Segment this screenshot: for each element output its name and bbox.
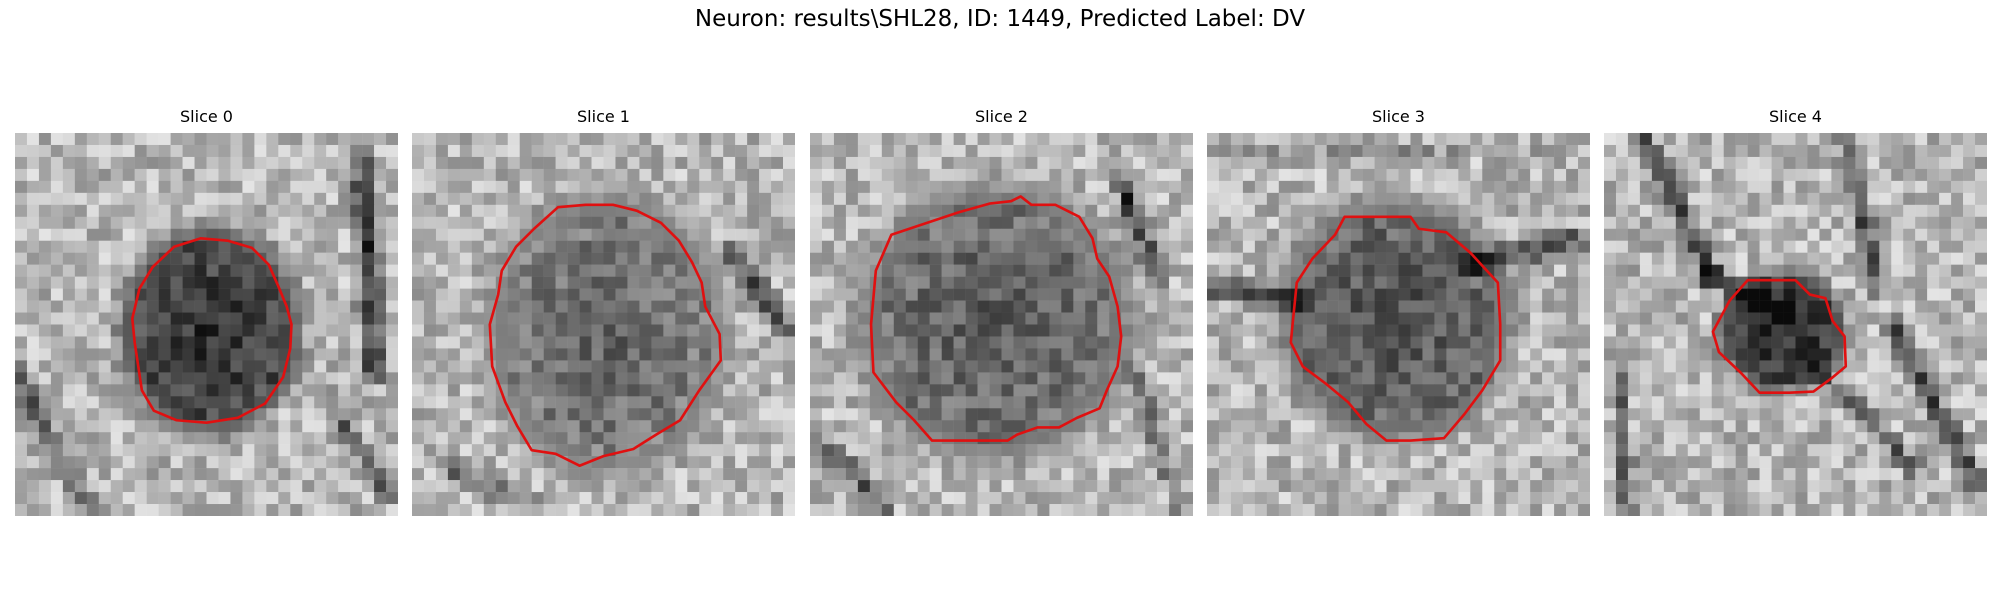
slice-panel-1: Slice 1: [412, 107, 795, 516]
slice-image: [412, 133, 795, 516]
slice-title: Slice 3: [1372, 107, 1425, 126]
cell-contour-outline: [869, 195, 1123, 442]
cell-contour-outline: [130, 237, 293, 424]
slice-title: Slice 4: [1769, 107, 1822, 126]
pixel-grid: [1207, 133, 1590, 516]
pixel-grid: [15, 133, 398, 516]
slice-image: [15, 133, 398, 516]
cell-contour-outline: [488, 203, 723, 468]
slice-title: Slice 1: [577, 107, 630, 126]
slice-title: Slice 0: [180, 107, 233, 126]
slice-panel-4: Slice 4: [1604, 107, 1987, 516]
slice-panel-3: Slice 3: [1207, 107, 1590, 516]
slice-title: Slice 2: [975, 107, 1028, 126]
figure-title: Neuron: results\SHL28, ID: 1449, Predict…: [694, 6, 1306, 32]
slice-image: [1207, 133, 1590, 516]
slice-panel-2: Slice 2: [810, 107, 1193, 516]
cell-contour-outline: [1289, 215, 1502, 442]
slice-panel-0: Slice 0: [15, 107, 398, 516]
pixel-grid: [810, 133, 1193, 516]
pixel-grid: [412, 133, 795, 516]
slice-image: [1604, 133, 1987, 516]
cell-contour-outline: [1711, 278, 1848, 395]
pixel-grid: [1604, 133, 1987, 516]
slice-image: [810, 133, 1193, 516]
